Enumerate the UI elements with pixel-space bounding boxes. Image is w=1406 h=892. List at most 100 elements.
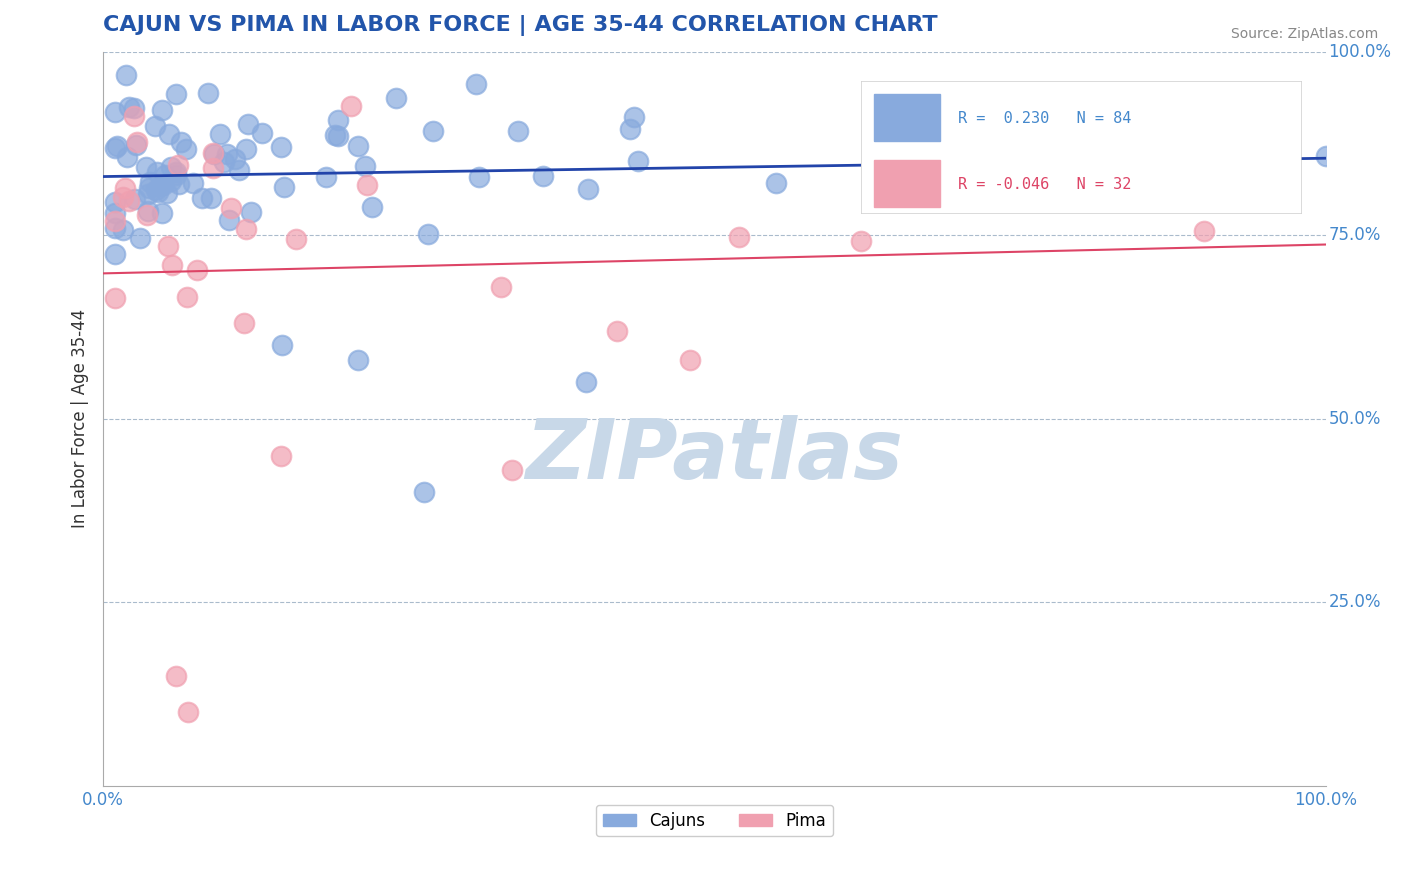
Point <box>112 190 135 204</box>
Point <box>328 113 350 128</box>
Point <box>127 135 149 149</box>
Point <box>765 176 787 190</box>
Point <box>1132 107 1154 121</box>
Point <box>155 186 177 200</box>
Point <box>124 110 146 124</box>
Point <box>202 147 225 161</box>
Point <box>1010 115 1032 129</box>
Point <box>152 178 174 192</box>
Point <box>160 174 183 188</box>
Point <box>208 127 231 141</box>
Point <box>104 141 127 155</box>
Point <box>851 235 873 249</box>
Point <box>122 101 145 115</box>
Point <box>177 706 200 720</box>
Point <box>212 155 235 169</box>
Point <box>219 202 242 216</box>
Point <box>115 150 138 164</box>
Point <box>114 69 136 83</box>
Point <box>124 193 146 207</box>
Point <box>201 146 224 161</box>
Point <box>619 122 641 136</box>
Point <box>146 165 169 179</box>
Point <box>1132 124 1154 138</box>
Point <box>679 353 702 368</box>
Point <box>104 221 127 235</box>
Point <box>156 239 179 253</box>
Point <box>136 204 159 219</box>
Text: 75.0%: 75.0% <box>1329 227 1381 244</box>
Point <box>160 160 183 174</box>
Point <box>174 142 197 156</box>
Point <box>361 200 384 214</box>
Point <box>578 182 600 196</box>
Point <box>606 324 628 338</box>
Point <box>623 110 645 124</box>
Point <box>150 206 173 220</box>
Point <box>148 178 170 193</box>
Point <box>489 279 512 293</box>
Point <box>422 124 444 138</box>
Point <box>118 100 141 114</box>
Point <box>217 147 239 161</box>
Point <box>186 263 208 277</box>
Text: 50.0%: 50.0% <box>1329 409 1381 428</box>
Point <box>202 161 225 175</box>
Point <box>468 169 491 184</box>
Point <box>153 168 176 182</box>
Point <box>104 206 127 220</box>
Text: 100.0%: 100.0% <box>1329 43 1392 61</box>
Point <box>228 163 250 178</box>
Text: 25.0%: 25.0% <box>1329 593 1381 611</box>
Text: Source: ZipAtlas.com: Source: ZipAtlas.com <box>1230 27 1378 41</box>
Point <box>138 186 160 201</box>
Point <box>315 169 337 184</box>
Point <box>167 158 190 172</box>
Point <box>326 128 349 143</box>
Point <box>465 77 488 91</box>
Point <box>181 177 204 191</box>
Point <box>252 126 274 140</box>
Point <box>143 120 166 134</box>
Point <box>574 375 596 389</box>
Point <box>235 142 257 156</box>
Point <box>167 177 190 191</box>
Point <box>346 138 368 153</box>
Point <box>412 485 434 500</box>
Point <box>354 160 377 174</box>
Point <box>157 127 180 141</box>
Point <box>233 317 256 331</box>
Point <box>176 290 198 304</box>
Point <box>224 152 246 166</box>
Point <box>104 214 127 228</box>
Point <box>105 138 128 153</box>
Legend: Cajuns, Pima: Cajuns, Pima <box>596 805 832 836</box>
Point <box>165 165 187 179</box>
Point <box>125 138 148 153</box>
Y-axis label: In Labor Force | Age 35-44: In Labor Force | Age 35-44 <box>72 310 89 528</box>
Point <box>218 212 240 227</box>
Point <box>416 227 439 241</box>
Point <box>506 124 529 138</box>
Point <box>146 185 169 199</box>
Point <box>235 222 257 236</box>
Point <box>1192 224 1215 238</box>
Point <box>273 180 295 194</box>
Point <box>236 117 259 131</box>
Point <box>104 105 127 120</box>
Point <box>129 230 152 244</box>
Point <box>887 135 910 149</box>
Text: CAJUN VS PIMA IN LABOR FORCE | AGE 35-44 CORRELATION CHART: CAJUN VS PIMA IN LABOR FORCE | AGE 35-44… <box>103 15 938 36</box>
Point <box>165 669 187 683</box>
Point <box>114 181 136 195</box>
Text: ZIPatlas: ZIPatlas <box>526 415 904 496</box>
Point <box>165 87 187 102</box>
Point <box>190 191 212 205</box>
Point <box>111 222 134 236</box>
Point <box>270 140 292 154</box>
Point <box>104 291 127 305</box>
Point <box>270 338 292 352</box>
Point <box>339 99 361 113</box>
Point <box>104 247 127 261</box>
Point <box>1070 136 1092 150</box>
